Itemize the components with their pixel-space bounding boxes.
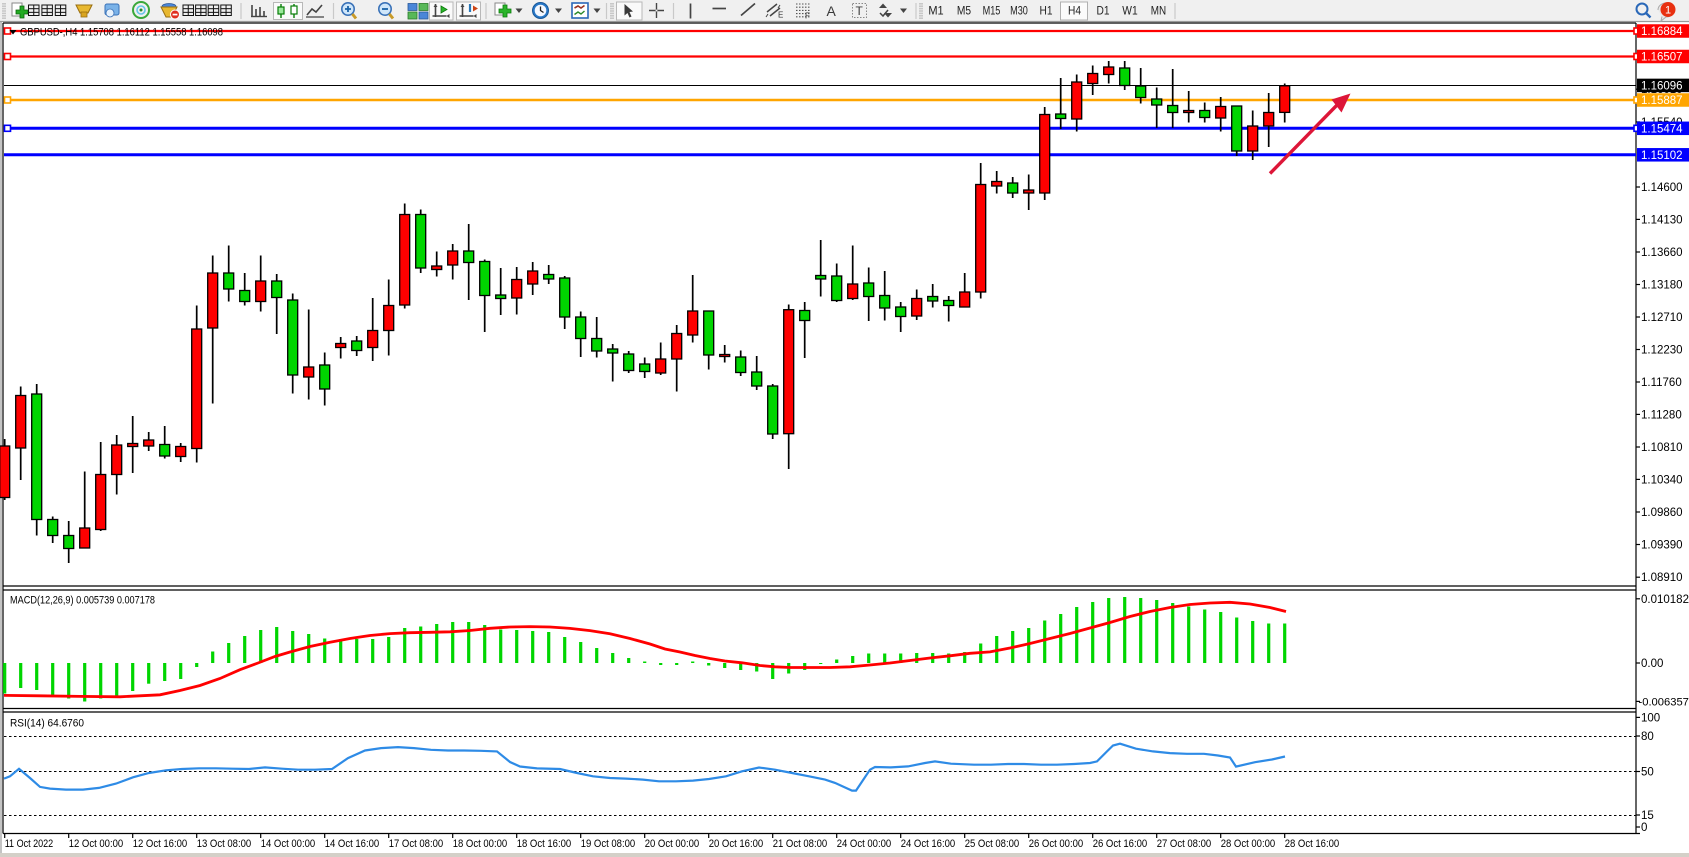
svg-text:14 Oct 16:00: 14 Oct 16:00: [325, 838, 380, 850]
svg-text:1.12710: 1.12710: [1641, 312, 1683, 324]
svg-text:M30: M30: [1010, 4, 1028, 18]
svg-text:W1: W1: [1122, 4, 1138, 18]
svg-text:1.16884: 1.16884: [1641, 26, 1683, 38]
svg-text:21 Oct 08:00: 21 Oct 08:00: [773, 838, 828, 850]
svg-text:18 Oct 00:00: 18 Oct 00:00: [453, 838, 508, 850]
svg-text:1.10340: 1.10340: [1641, 474, 1683, 486]
svg-text:M15: M15: [983, 4, 1001, 18]
svg-text:0.00: 0.00: [1641, 658, 1663, 670]
svg-text:1.11760: 1.11760: [1641, 377, 1682, 389]
svg-text:0.010182: 0.010182: [1641, 594, 1689, 606]
svg-text:26 Oct 00:00: 26 Oct 00:00: [1029, 838, 1084, 850]
svg-text:28 Oct 00:00: 28 Oct 00:00: [1221, 838, 1276, 850]
svg-text:H1: H1: [1040, 4, 1053, 18]
svg-text:1.13660: 1.13660: [1641, 247, 1683, 259]
svg-text:H4: H4: [1068, 4, 1081, 18]
svg-text:1.15102: 1.15102: [1641, 150, 1683, 162]
svg-text:50: 50: [1641, 767, 1654, 779]
svg-text:M1: M1: [928, 4, 944, 18]
svg-text:24 Oct 16:00: 24 Oct 16:00: [901, 838, 956, 850]
svg-text:0: 0: [1641, 822, 1647, 834]
svg-text:28 Oct 16:00: 28 Oct 16:00: [1285, 838, 1340, 850]
svg-text:20 Oct 16:00: 20 Oct 16:00: [709, 838, 764, 850]
svg-text:1.10810: 1.10810: [1641, 442, 1683, 454]
svg-text:19 Oct 08:00: 19 Oct 08:00: [581, 838, 636, 850]
svg-text:1.15474: 1.15474: [1641, 123, 1683, 135]
svg-text:-0.006357: -0.006357: [1639, 696, 1689, 708]
svg-text:MN: MN: [1151, 4, 1166, 18]
svg-text:1.14600: 1.14600: [1641, 182, 1683, 194]
svg-text:1.09390: 1.09390: [1641, 540, 1683, 552]
svg-text:24 Oct 00:00: 24 Oct 00:00: [837, 838, 892, 850]
svg-text:1.11280: 1.11280: [1641, 409, 1682, 421]
svg-text:MACD(12,26,9) 0.005739 0.00717: MACD(12,26,9) 0.005739 0.007178: [10, 595, 155, 607]
svg-text:100: 100: [1641, 712, 1660, 724]
svg-text:80: 80: [1641, 731, 1654, 743]
svg-text:11 Oct 2022: 11 Oct 2022: [5, 838, 54, 850]
svg-text:1.08910: 1.08910: [1641, 572, 1683, 584]
svg-text:GBPUSD-,H4 1.15708 1.16112 1.: GBPUSD-,H4 1.15708 1.16112 1.15558 1.160…: [20, 27, 223, 39]
svg-text:1: 1: [1665, 5, 1671, 17]
svg-text:1.13180: 1.13180: [1641, 280, 1683, 292]
svg-text:E: E: [778, 11, 783, 20]
svg-text:1.16507: 1.16507: [1641, 52, 1683, 64]
svg-text:27 Oct 08:00: 27 Oct 08:00: [1157, 838, 1212, 850]
svg-text:15: 15: [1641, 810, 1654, 822]
svg-text:26 Oct 16:00: 26 Oct 16:00: [1093, 838, 1148, 850]
svg-text:1.16096: 1.16096: [1641, 80, 1683, 92]
svg-text:T: T: [856, 4, 864, 18]
svg-text:25 Oct 08:00: 25 Oct 08:00: [965, 838, 1020, 850]
svg-text:1.14130: 1.14130: [1641, 214, 1683, 226]
svg-text:1.15887: 1.15887: [1641, 95, 1683, 107]
svg-text:18 Oct 16:00: 18 Oct 16:00: [517, 838, 572, 850]
svg-text:F: F: [805, 12, 810, 21]
svg-text:12 Oct 00:00: 12 Oct 00:00: [69, 838, 124, 850]
svg-text:1.09860: 1.09860: [1641, 507, 1683, 519]
svg-text:20 Oct 00:00: 20 Oct 00:00: [645, 838, 700, 850]
svg-text:12 Oct 16:00: 12 Oct 16:00: [133, 838, 188, 850]
svg-text:D1: D1: [1097, 4, 1110, 18]
svg-text:A: A: [827, 3, 837, 19]
svg-text:13 Oct 08:00: 13 Oct 08:00: [197, 838, 252, 850]
svg-text:M5: M5: [957, 4, 971, 18]
svg-text:RSI(14) 64.6760: RSI(14) 64.6760: [10, 718, 84, 730]
svg-text:1.12230: 1.12230: [1641, 345, 1683, 357]
svg-text:17 Oct 08:00: 17 Oct 08:00: [389, 838, 444, 850]
svg-text:14 Oct 00:00: 14 Oct 00:00: [261, 838, 316, 850]
